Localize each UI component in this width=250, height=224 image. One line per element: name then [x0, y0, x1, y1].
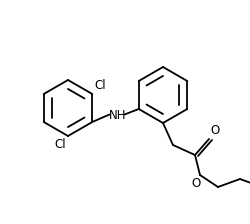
Text: O: O: [190, 177, 200, 190]
Text: NH: NH: [108, 109, 126, 122]
Text: Cl: Cl: [54, 138, 66, 151]
Text: Cl: Cl: [94, 79, 106, 92]
Text: O: O: [209, 124, 218, 137]
